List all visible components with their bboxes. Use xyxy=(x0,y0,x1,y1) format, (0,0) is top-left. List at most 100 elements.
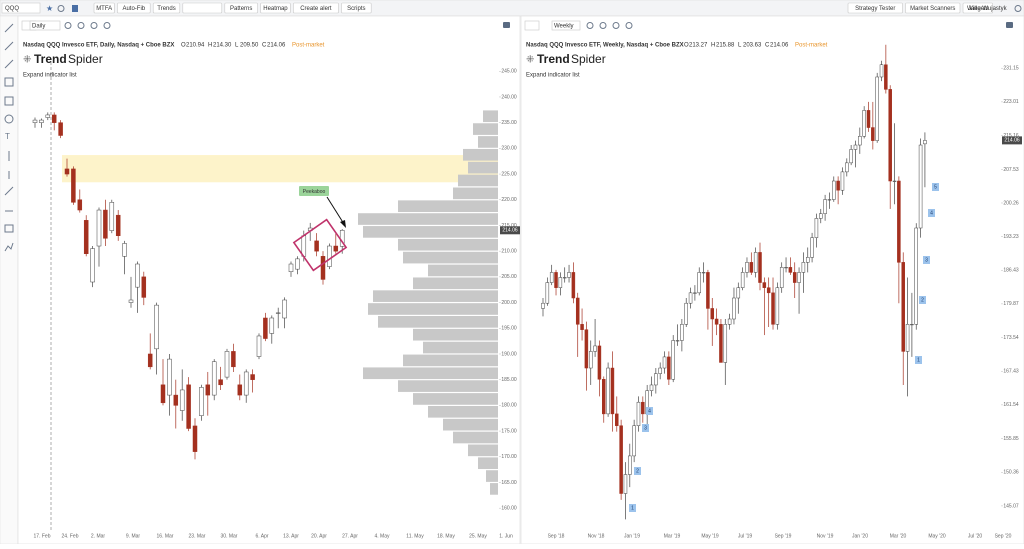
candle-body xyxy=(211,361,217,396)
toolbar-button-label[interactable]: Create alert xyxy=(300,6,332,12)
candle-body xyxy=(654,373,658,386)
candle-body xyxy=(90,248,95,283)
volume-profile-bar xyxy=(453,187,498,200)
tool-ray[interactable] xyxy=(4,41,14,51)
expand-link[interactable]: Expand indicator list xyxy=(23,73,77,79)
interval[interactable]: Weekly xyxy=(554,24,574,30)
toolbar-button-label[interactable]: Widgets xyxy=(967,6,989,12)
y-tick-label: 215.16 xyxy=(1003,133,1019,139)
toolbar-button[interactable] xyxy=(182,2,223,14)
layout-icon[interactable] xyxy=(72,5,78,12)
candle-body xyxy=(173,394,179,406)
volume-profile-bar xyxy=(486,470,498,482)
candle-body xyxy=(849,149,853,164)
toolbar-button-label[interactable]: Heatmap xyxy=(263,6,288,12)
camera-icon[interactable] xyxy=(503,22,510,28)
tool-rect[interactable] xyxy=(4,77,14,87)
toolbar-button[interactable] xyxy=(93,2,115,14)
expand-link[interactable]: Expand indicator list xyxy=(526,73,580,79)
y-tick-label: 225.00 xyxy=(501,171,517,177)
symbol-input[interactable] xyxy=(1,2,41,14)
tool-circle[interactable] xyxy=(4,114,14,124)
price-tag xyxy=(500,226,520,235)
star-icon[interactable]: ★ xyxy=(46,4,53,13)
candle-body xyxy=(762,282,767,288)
symbol-button[interactable] xyxy=(524,20,540,31)
tool-channel[interactable] xyxy=(4,224,14,233)
tool-box[interactable] xyxy=(4,96,14,106)
header-icon[interactable] xyxy=(599,22,607,29)
volume-profile-bar xyxy=(358,213,498,225)
toolbar-button-label[interactable]: Auto-Fib xyxy=(122,6,145,12)
toolbar-button-label[interactable]: Strategy Tester xyxy=(855,6,895,12)
volume-profile-bar xyxy=(490,483,498,495)
tool-text[interactable]: T xyxy=(5,132,10,141)
candle-body xyxy=(905,324,910,352)
candle-body xyxy=(554,272,558,288)
toolbar-button[interactable] xyxy=(847,2,903,14)
volume-profile-bar xyxy=(443,418,498,431)
header-icon[interactable] xyxy=(103,22,111,29)
candle-body xyxy=(658,367,662,374)
candle-body xyxy=(766,287,771,294)
volume-profile-bar xyxy=(413,393,498,405)
interval[interactable]: Daily xyxy=(32,24,45,30)
header-icon[interactable] xyxy=(612,22,620,29)
tool-fib[interactable] xyxy=(4,59,14,69)
interval-dropdown[interactable] xyxy=(29,20,61,31)
tool-line[interactable] xyxy=(4,23,14,33)
toolbar-button[interactable] xyxy=(117,2,151,14)
candle-body xyxy=(910,324,914,326)
header-icon[interactable] xyxy=(90,22,98,29)
volume-profile-bar xyxy=(363,226,498,238)
candle-body xyxy=(667,356,671,380)
y-tick-label: 170.00 xyxy=(501,454,517,460)
toolbar-button[interactable] xyxy=(962,2,994,14)
candle-body xyxy=(879,64,884,78)
x-tick-label: Nov '18 xyxy=(588,533,605,539)
toolbar-button[interactable] xyxy=(224,2,258,14)
header-icon[interactable] xyxy=(64,22,72,29)
toolbar-button[interactable] xyxy=(292,2,339,14)
logo-bold: Trend xyxy=(34,52,67,66)
candle-body xyxy=(541,302,545,309)
candle-body xyxy=(784,267,788,269)
x-tick-label: Jan '20 xyxy=(852,533,868,539)
toolbar-button-label[interactable]: Indicators xyxy=(189,6,215,12)
tool-trend[interactable] xyxy=(4,186,14,196)
toolbar-button[interactable] xyxy=(260,2,291,14)
toolbar-button-label[interactable]: Scripts xyxy=(347,6,365,12)
logo-rest: Spider xyxy=(68,52,103,66)
refresh-icon[interactable] xyxy=(57,5,65,12)
toolbar-button-label[interactable]: Patterns xyxy=(230,6,252,12)
chart-title: Nasdaq QQQ Invesco ETF, Weekly, Nasdaq +… xyxy=(526,43,684,49)
arrow-head xyxy=(340,220,346,228)
y-tick-label: 245.00 xyxy=(501,69,517,75)
tool-path[interactable] xyxy=(4,242,14,252)
y-tick-label: 145.07 xyxy=(1003,503,1019,509)
y-tick-label: 223.01 xyxy=(1003,99,1019,105)
ohlc-key: H xyxy=(208,43,212,49)
toolbar-button[interactable] xyxy=(905,2,961,14)
interval-dropdown[interactable] xyxy=(551,20,581,31)
toolbar-button-label[interactable]: Market Scanners xyxy=(910,6,955,12)
ohlc-value: 214.06 xyxy=(267,43,286,49)
toolbar-button-label[interactable]: Trends xyxy=(157,6,175,12)
header-icon[interactable] xyxy=(586,22,594,29)
candle-body xyxy=(593,345,597,352)
toolbar-button[interactable] xyxy=(152,2,181,14)
user-name[interactable]: Jake Wujastyk xyxy=(968,6,1008,12)
toolbar-button[interactable] xyxy=(341,2,372,14)
camera-icon[interactable] xyxy=(1006,22,1013,28)
ohlc-value: 214.06 xyxy=(770,43,789,49)
header-icon[interactable] xyxy=(625,22,633,29)
panel-right xyxy=(520,15,1024,545)
y-tick-label: 215.00 xyxy=(501,223,517,229)
x-tick-label: May '19 xyxy=(701,533,719,539)
user-icon[interactable] xyxy=(1014,5,1022,12)
toolbar-button-label[interactable]: MTFA xyxy=(96,6,112,12)
sequence-box xyxy=(928,209,935,217)
y-tick-label: 186.43 xyxy=(1003,268,1019,274)
header-icon[interactable] xyxy=(77,22,85,29)
volume-profile-bar xyxy=(423,341,498,354)
